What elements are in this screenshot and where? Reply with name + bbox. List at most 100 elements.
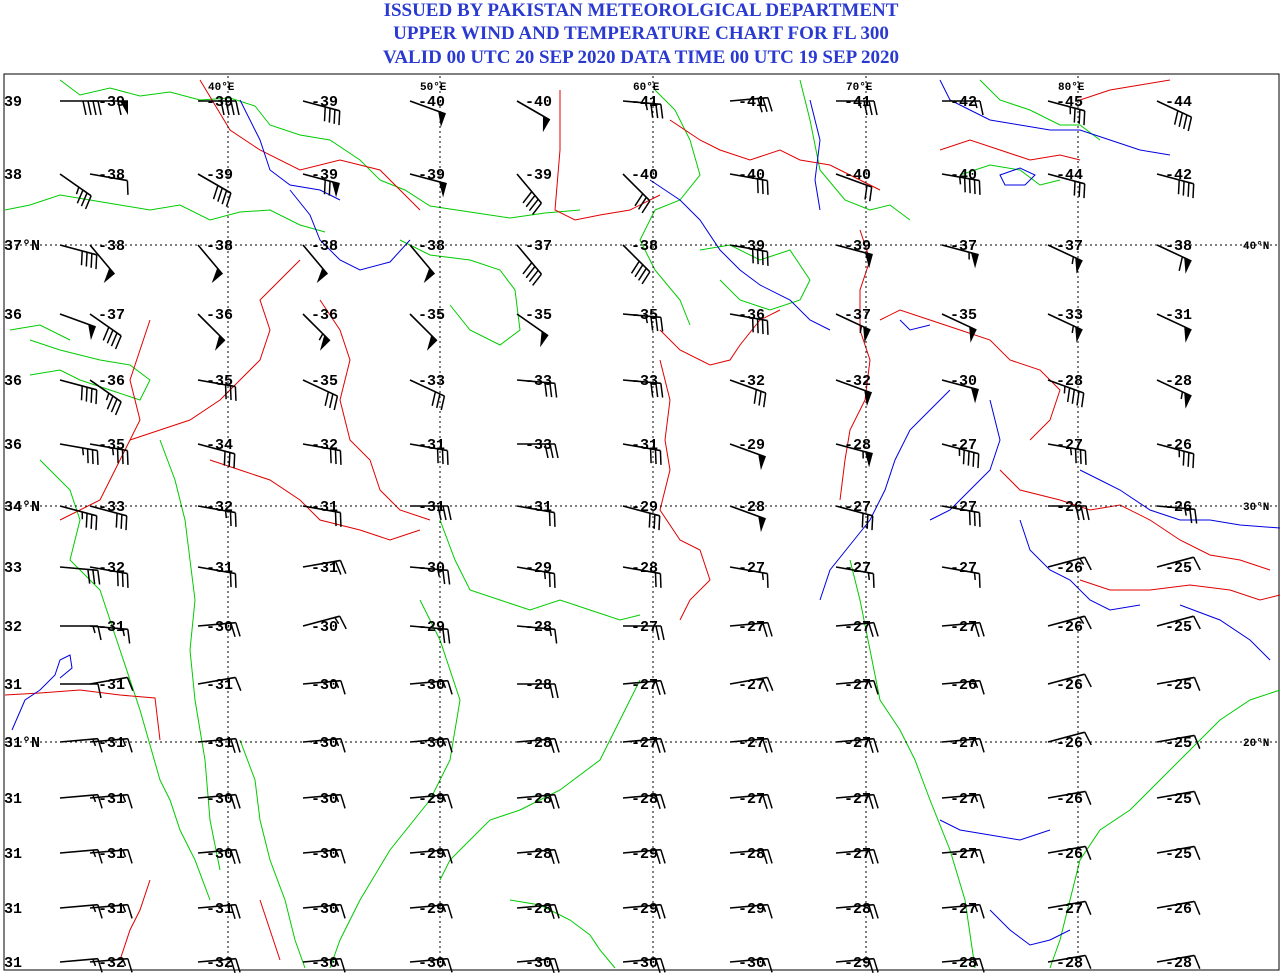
station-plot: 33: [4, 560, 101, 585]
wind-barb-half-feather: [762, 958, 767, 967]
wind-barb-staff: [197, 903, 236, 909]
station-plot: -27: [729, 791, 773, 810]
wind-barb-staff: [516, 903, 555, 909]
wind-barb-feather: [554, 904, 560, 919]
wind-barb-staff: [835, 505, 873, 517]
wind-barb-pennant: [1184, 326, 1192, 343]
station-plot: -37: [835, 307, 871, 343]
wind-barb-feather: [978, 573, 981, 588]
station-plot: -29: [729, 901, 773, 919]
wind-barb-feather: [447, 904, 453, 919]
wind-barb-staff: [197, 793, 236, 799]
temperature-value: -30: [418, 735, 445, 752]
station-plot: -27: [835, 499, 874, 531]
wind-barb-feather: [525, 265, 536, 279]
wind-barb-staff: [89, 737, 128, 743]
station-plot: -40: [835, 167, 873, 202]
wind-barb-feather: [102, 326, 110, 341]
temperature-value: -31: [98, 735, 125, 752]
wind-barb-staff: [941, 793, 980, 799]
wind-barb-feather: [86, 448, 89, 464]
wind-barb-feather: [340, 794, 346, 809]
wind-barb-staff: [197, 566, 236, 575]
wind-barb-feather: [1085, 505, 1090, 521]
latitude-label: 20°N: [1243, 738, 1269, 750]
wind-barb-feather: [116, 571, 119, 587]
temperature-value: -37: [844, 307, 871, 324]
wind-barb-staff: [302, 244, 329, 275]
station-plot: -25: [1156, 556, 1201, 577]
wind-barb-feather: [235, 904, 241, 919]
wind-barb-feather: [126, 573, 129, 588]
station-plot: -31: [410, 499, 452, 521]
wind-barb-feather: [1084, 615, 1092, 630]
station-plot: 38: [4, 167, 92, 210]
wind-barb-feather: [127, 794, 133, 809]
wind-barb-staff: [409, 244, 436, 275]
coastline: [849, 559, 976, 969]
map-frame: [3, 73, 1280, 971]
wind-barb-feather: [979, 100, 984, 116]
station-plot: 39: [4, 94, 102, 116]
station-plot: -27: [729, 676, 774, 694]
wind-barb-feather: [873, 958, 879, 973]
wind-barb-pennant: [1184, 257, 1192, 274]
wind-barb-feather: [549, 382, 553, 398]
wind-barb-feather: [967, 451, 970, 466]
wind-barb-half-feather: [111, 447, 115, 456]
station-plot: -32: [729, 373, 767, 408]
station-plot: -30: [941, 373, 979, 404]
wind-barb-feather: [80, 385, 83, 401]
wind-barb-feather: [767, 97, 773, 112]
wind-barb-half-feather: [75, 186, 80, 195]
temperature-value: -33: [525, 437, 552, 454]
wind-barb-feather: [544, 443, 549, 459]
wind-barb-feather: [655, 849, 661, 865]
station-plot: -30: [729, 955, 773, 973]
station-plot: -39: [409, 167, 447, 198]
wind-barb-feather: [549, 904, 555, 920]
wind-barb-feather: [655, 904, 661, 920]
temperature-value: -27: [738, 791, 765, 808]
wind-barb-half-feather: [437, 569, 441, 577]
station-plot: -25: [1156, 676, 1201, 694]
coastline: [439, 519, 641, 621]
chart-type-title: UPPER WIND AND TEMPERATURE CHART FOR FL …: [393, 23, 889, 44]
wind-barb-staff: [59, 957, 98, 963]
wind-barb-feather: [528, 269, 539, 283]
wind-barb-staff: [941, 957, 980, 963]
wind-barb-feather: [762, 97, 768, 113]
wind-barb-staff: [516, 793, 555, 799]
temperature-value: -39: [525, 167, 552, 184]
wind-barb-feather: [91, 449, 94, 465]
chart-issuer-title: ISSUED BY PAKISTAN METEOROLGICAL DEPARTM…: [383, 0, 899, 21]
station-plot: 31: [4, 677, 102, 699]
wind-barb-pennant: [970, 387, 979, 404]
wind-barb-staff: [516, 848, 555, 854]
wind-barb-feather: [431, 391, 437, 406]
station-plot: -26: [941, 677, 985, 695]
station-plot: -29: [622, 846, 666, 865]
station-plot: -30: [302, 846, 346, 864]
station-plot: -28: [517, 677, 559, 699]
wind-barb-feather: [85, 387, 88, 402]
wind-barb-staff: [409, 443, 448, 452]
wind-barb-staff: [409, 957, 448, 963]
wind-barb-staff: [516, 625, 555, 631]
station-plot: -39: [302, 167, 340, 198]
station-plot: -31: [197, 560, 237, 588]
temperature-value: -28: [525, 735, 552, 752]
wind-barb-staff: [89, 443, 128, 452]
wind-barb-feather: [324, 391, 330, 406]
station-plot: -29: [409, 846, 453, 864]
wind-barb-pennant: [758, 454, 766, 471]
wind-barb-feather: [82, 100, 87, 116]
wind-barb-half-feather: [442, 958, 447, 967]
wind-barb-staff: [89, 625, 128, 631]
wind-barb-half-feather: [92, 625, 96, 634]
wind-barb-staff: [409, 903, 448, 909]
station-plot: -36: [197, 307, 233, 351]
wind-barb-half-feather: [92, 958, 97, 967]
wind-barb-feather: [224, 384, 227, 400]
coastline: [29, 339, 151, 401]
